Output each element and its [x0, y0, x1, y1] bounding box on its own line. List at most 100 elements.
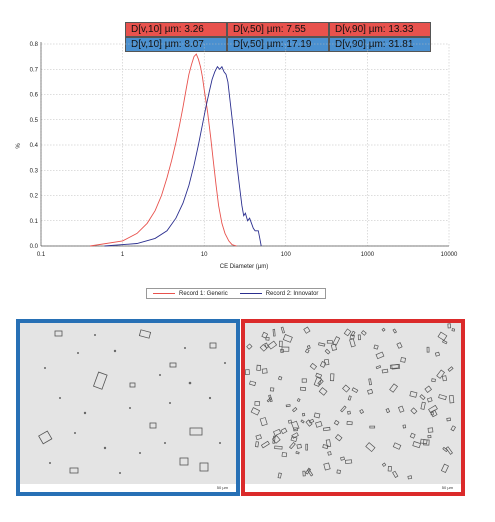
particle: [245, 369, 250, 375]
particle: [261, 331, 269, 339]
particle: [267, 340, 278, 350]
y-tick-label: 0.2: [30, 194, 39, 200]
particle: [303, 326, 311, 334]
particle: [349, 334, 355, 340]
particle: [409, 432, 416, 439]
series-innovator-line: [104, 65, 262, 247]
statistics-table: D[v,10] µm: 3.26 D[v,50] µm: 7.55 D[v,90…: [125, 22, 431, 52]
innovator-micrograph: 50 µm: [16, 319, 240, 496]
particle: [302, 470, 306, 477]
chart-axes: [40, 42, 449, 247]
particle: [249, 380, 257, 387]
particle: [340, 405, 347, 413]
particle: [300, 419, 305, 424]
particle: [426, 346, 430, 353]
particle: [290, 420, 300, 431]
particle: [375, 365, 382, 370]
particle: [349, 338, 356, 348]
particle: [296, 398, 301, 403]
particle: [430, 409, 438, 418]
particle: [450, 425, 456, 432]
particle: [375, 351, 385, 360]
particle: [447, 323, 452, 329]
innovator-particles-image: [20, 323, 236, 492]
particle: [441, 375, 448, 382]
particle: [306, 345, 311, 350]
particle: [442, 446, 448, 453]
particle: [271, 435, 281, 444]
particle: [336, 469, 341, 474]
particle: [281, 346, 290, 352]
generic-particles-image: [245, 323, 461, 492]
particle: [255, 441, 259, 448]
particle: [398, 405, 405, 413]
particle: [255, 434, 262, 441]
particle: [324, 348, 331, 355]
particle: [437, 331, 448, 341]
particle: [313, 376, 322, 387]
particle: [343, 328, 352, 337]
particle: [400, 357, 407, 363]
particle: [442, 339, 448, 345]
particle: [280, 326, 286, 334]
particle: [359, 408, 365, 414]
particle: [329, 373, 335, 382]
y-tick-label: 0.5: [30, 118, 39, 124]
particle: [440, 463, 449, 473]
x-tick-label: 1000: [361, 252, 375, 258]
chart-grid: [40, 43, 450, 247]
particle: [360, 330, 367, 336]
particle: [282, 334, 293, 343]
particle: [407, 475, 413, 480]
particle: [287, 419, 293, 424]
innovator-dv50: D[v,50] µm: 17.19: [227, 37, 329, 52]
particle: [260, 440, 270, 449]
particle: [259, 343, 268, 352]
particle: [323, 358, 330, 366]
particle: [305, 443, 308, 451]
legend-swatch-generic: [153, 293, 175, 294]
generic-dv10: D[v,10] µm: 3.26: [125, 22, 227, 37]
particle: [431, 378, 436, 383]
particle: [278, 340, 283, 348]
particle: [347, 410, 351, 415]
particle: [307, 469, 314, 477]
particle: [387, 466, 392, 472]
legend-label-innovator: Record 2: Innovator: [265, 290, 319, 297]
particle: [264, 342, 269, 349]
chart-legend: Record 1: Generic Record 2: Innovator: [146, 288, 326, 299]
particle: [265, 336, 270, 341]
particle: [326, 340, 333, 344]
particle: [346, 420, 353, 426]
y-tick-label: 0.0: [30, 244, 39, 250]
generic-stats-row: D[v,10] µm: 3.26 D[v,50] µm: 7.55 D[v,90…: [125, 22, 431, 37]
y-tick-label: 0.1: [30, 219, 39, 225]
particle: [272, 328, 276, 337]
particle: [261, 368, 268, 374]
particle: [402, 424, 407, 429]
particle: [381, 368, 389, 374]
particle: [259, 417, 268, 427]
particle: [381, 327, 386, 332]
particle: [327, 451, 332, 456]
particle: [385, 408, 391, 414]
particle: [381, 462, 387, 467]
particle: [308, 418, 315, 424]
particle: [323, 426, 331, 432]
x-tick-label: 10: [201, 252, 208, 258]
particle: [277, 375, 283, 381]
innovator-dv90: D[v,90] µm: 31.81: [329, 37, 431, 52]
particle: [436, 369, 445, 379]
particle: [367, 388, 374, 395]
particle: [446, 417, 452, 422]
particle: [419, 394, 426, 401]
x-axis-title: CE Diameter (µm): [220, 264, 268, 270]
particle: [340, 456, 346, 461]
chart-series: [90, 53, 262, 247]
particle: [424, 385, 432, 393]
legend-item-innovator: Record 2: Innovator: [239, 290, 319, 297]
particle: [292, 407, 298, 413]
particle: [334, 434, 343, 442]
legend-item-generic: Record 1: Generic: [153, 291, 228, 297]
particle: [392, 470, 399, 479]
